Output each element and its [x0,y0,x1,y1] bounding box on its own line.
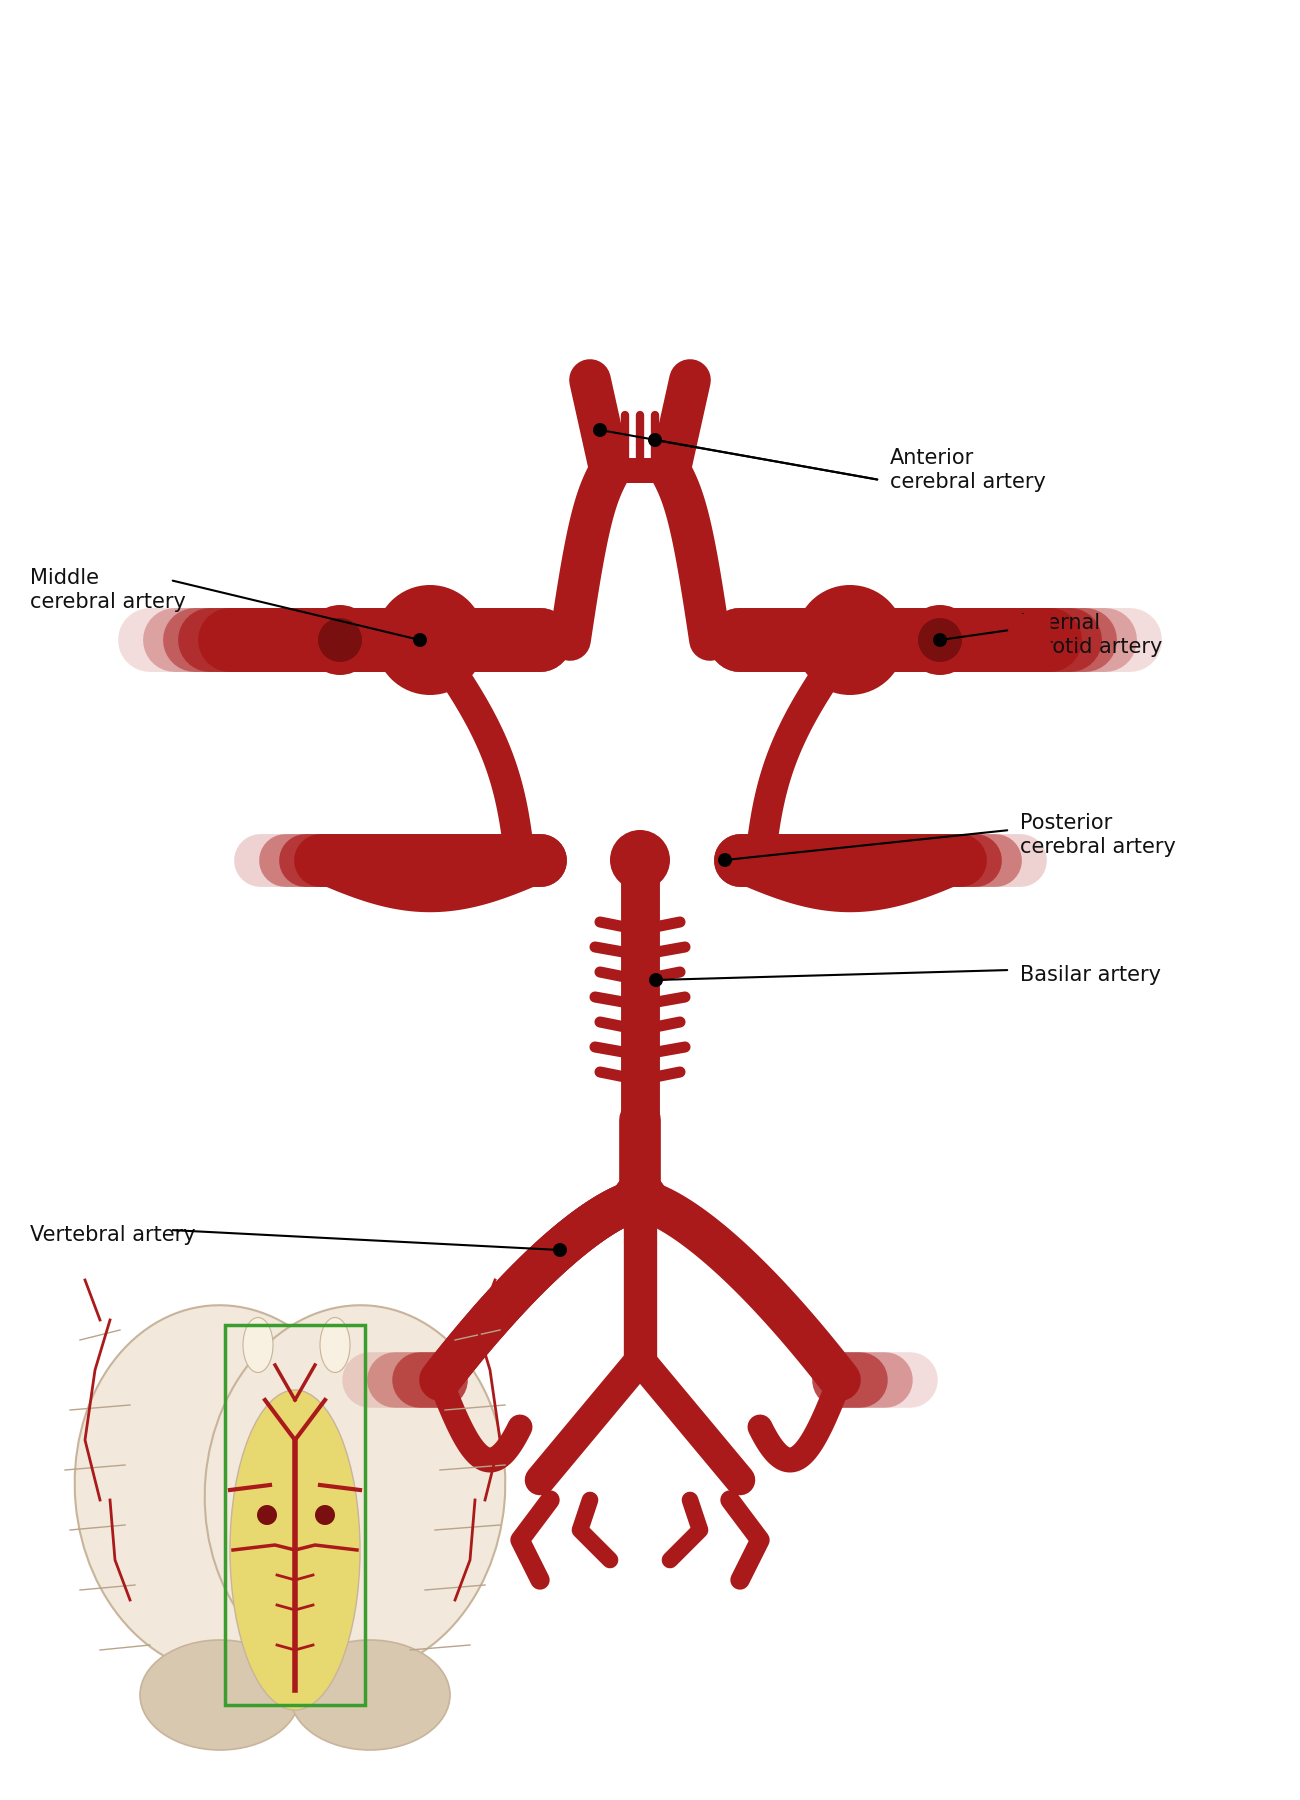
Circle shape [257,1505,277,1525]
Ellipse shape [74,1305,376,1674]
Circle shape [306,605,374,675]
Ellipse shape [204,1305,506,1674]
Circle shape [318,617,361,662]
Circle shape [718,853,732,868]
Circle shape [905,605,975,675]
Circle shape [374,585,485,695]
Ellipse shape [320,1318,350,1372]
Text: Internal
carotid artery: Internal carotid artery [1020,614,1162,657]
Circle shape [315,1505,335,1525]
Text: Anterior
cerebral artery: Anterior cerebral artery [891,448,1046,491]
Circle shape [610,830,670,889]
Circle shape [612,1172,668,1228]
Circle shape [796,585,905,695]
Text: Posterior
cerebral artery: Posterior cerebral artery [1020,814,1176,857]
Circle shape [593,423,607,437]
Text: Basilar artery: Basilar artery [1020,965,1161,985]
Ellipse shape [243,1318,273,1372]
Text: Vertebral artery: Vertebral artery [30,1226,195,1246]
Circle shape [413,634,426,646]
Text: Middle
cerebral artery: Middle cerebral artery [30,569,186,612]
Circle shape [649,974,663,986]
Bar [225,1325,365,1705]
Circle shape [552,1244,567,1256]
Circle shape [918,617,962,662]
Ellipse shape [230,1390,360,1710]
Circle shape [647,434,662,446]
Ellipse shape [290,1640,450,1750]
Ellipse shape [140,1640,300,1750]
Circle shape [933,634,946,646]
